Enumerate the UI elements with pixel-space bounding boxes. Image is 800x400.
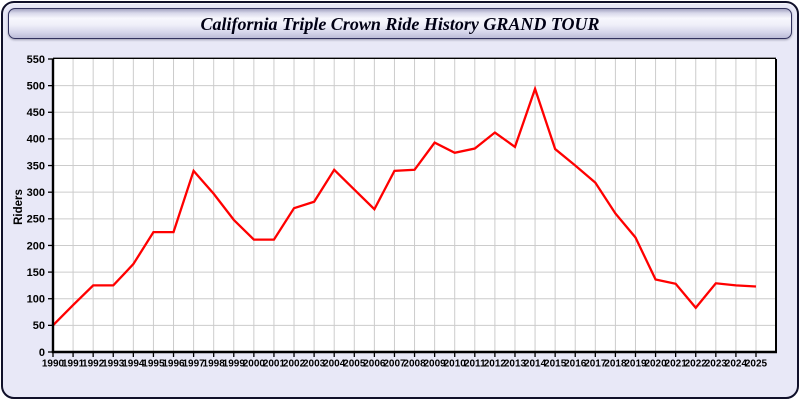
svg-text:2024: 2024	[725, 359, 748, 370]
svg-text:2005: 2005	[343, 359, 366, 370]
svg-text:450: 450	[27, 107, 45, 119]
svg-text:1998: 1998	[203, 359, 226, 370]
svg-text:2021: 2021	[665, 359, 688, 370]
svg-text:2013: 2013	[504, 359, 527, 370]
svg-text:2004: 2004	[323, 359, 346, 370]
svg-text:2003: 2003	[303, 359, 326, 370]
x-tick-labels: 1990199119921993199419951996199719981999…	[42, 359, 768, 370]
svg-text:2022: 2022	[685, 359, 708, 370]
svg-text:2023: 2023	[705, 359, 728, 370]
svg-text:2012: 2012	[484, 359, 507, 370]
svg-text:2009: 2009	[424, 359, 447, 370]
svg-text:1992: 1992	[82, 359, 105, 370]
svg-text:2008: 2008	[403, 359, 426, 370]
svg-text:2020: 2020	[644, 359, 667, 370]
svg-text:2015: 2015	[544, 359, 567, 370]
svg-text:2010: 2010	[444, 359, 467, 370]
svg-text:500: 500	[27, 80, 45, 92]
svg-text:100: 100	[27, 294, 45, 306]
svg-text:200: 200	[27, 240, 45, 252]
gridlines	[53, 59, 776, 352]
svg-text:150: 150	[27, 267, 45, 279]
svg-text:50: 50	[33, 320, 45, 332]
svg-text:1997: 1997	[182, 359, 205, 370]
axis-ticks	[48, 58, 757, 357]
svg-text:1996: 1996	[162, 359, 185, 370]
svg-text:350: 350	[27, 160, 45, 172]
title-bar: California Triple Crown Ride History GRA…	[8, 8, 792, 39]
svg-text:2025: 2025	[745, 359, 768, 370]
y-tick-labels: 0 50 100 150 200 250 300 350 400 450 500 550	[27, 54, 45, 359]
svg-text:2011: 2011	[464, 359, 486, 370]
y-axis-title: Riders	[13, 189, 25, 225]
svg-text:2002: 2002	[283, 359, 306, 370]
svg-text:1994: 1994	[122, 359, 145, 370]
svg-text:550: 550	[27, 54, 45, 66]
svg-text:2017: 2017	[584, 359, 607, 370]
page-title: California Triple Crown Ride History GRA…	[200, 13, 600, 34]
svg-text:1990: 1990	[42, 359, 65, 370]
svg-text:0: 0	[39, 347, 45, 359]
svg-text:2001: 2001	[263, 359, 286, 370]
svg-text:2016: 2016	[564, 359, 587, 370]
svg-text:2007: 2007	[383, 359, 406, 370]
svg-text:2019: 2019	[624, 359, 647, 370]
svg-text:2000: 2000	[243, 359, 266, 370]
svg-text:400: 400	[27, 134, 45, 146]
svg-text:2018: 2018	[604, 359, 627, 370]
svg-text:300: 300	[27, 187, 45, 199]
svg-text:250: 250	[27, 214, 45, 226]
svg-text:1999: 1999	[223, 359, 246, 370]
svg-text:1995: 1995	[142, 359, 165, 370]
riders-series-line	[52, 85, 757, 327]
svg-text:1991: 1991	[62, 359, 85, 370]
svg-text:2014: 2014	[524, 359, 547, 370]
svg-text:1993: 1993	[102, 359, 125, 370]
svg-text:2006: 2006	[363, 359, 386, 370]
